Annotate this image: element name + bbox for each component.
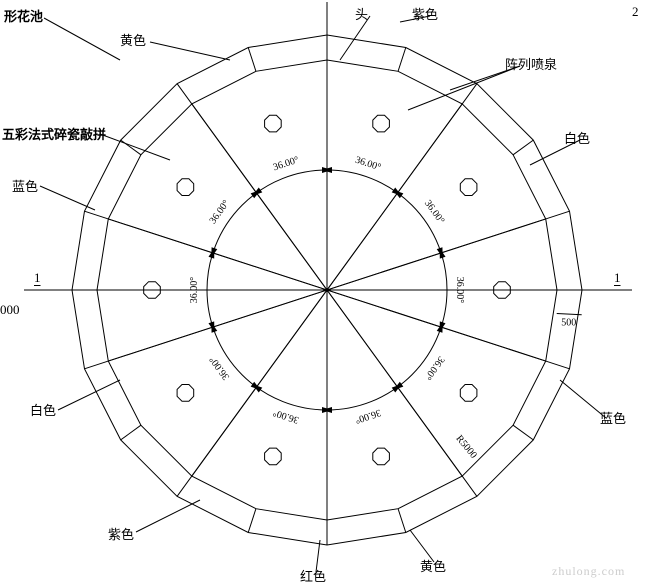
label-fountain-array: 阵列喷泉 [505,54,557,73]
svg-text:500: 500 [561,317,576,328]
svg-text:36.00°: 36.00° [354,407,383,426]
label-blue-right: 蓝色 [600,408,626,427]
label-top-partial: 头 [355,4,368,23]
label-red-bottom: 红色 [300,566,326,585]
label-blue-left: 蓝色 [12,176,38,195]
label-mosaic: 五彩法式碎瓷敲拼 [2,124,106,143]
section-mark-left: 1 [34,270,41,286]
label-yellow-top: 黄色 [120,30,146,49]
num-left-edge: 000 [0,302,20,318]
svg-text:R5000: R5000 [453,433,478,461]
label-white-right: 白色 [564,128,590,147]
diagram-container: 36.00°36.00°36.00°36.00°36.00°36.00°36.0… [0,0,654,585]
label-pool-shape: 形花池 [4,6,43,25]
plan-svg: 36.00°36.00°36.00°36.00°36.00°36.00°36.0… [0,0,654,585]
watermark: zhulong.com [552,564,625,579]
svg-text:36.00°: 36.00° [272,407,301,426]
label-purple-bottom: 紫色 [108,524,134,543]
section-mark-right: 1 [614,270,621,286]
label-white-left: 白色 [30,400,56,419]
label-yellow-bottom: 黄色 [420,556,446,575]
svg-text:36.00°: 36.00° [354,155,383,174]
label-purple-top: 紫色 [412,4,438,23]
svg-text:36.00°: 36.00° [272,155,301,174]
num-top-right: 2 [632,4,639,20]
